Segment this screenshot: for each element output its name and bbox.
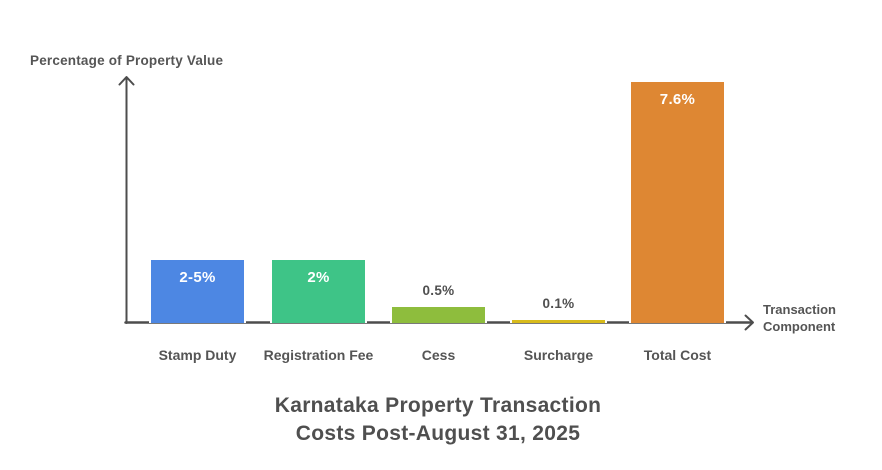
chart-title-line1: Karnataka Property Transaction: [274, 394, 602, 417]
bar-surcharge: 0.1%: [510, 318, 607, 323]
bar-value-cess: 0.5%: [422, 283, 455, 298]
bar-cess: 0.5%: [390, 305, 487, 323]
x-axis-title-line1: Transaction: [763, 302, 836, 317]
bar-value-registration-fee: 2%: [307, 269, 330, 286]
chart-title: Karnataka Property Transaction Costs Pos…: [0, 392, 876, 447]
bar-value-stamp-duty: 2-5%: [179, 269, 216, 286]
category-label-total-cost: Total Cost: [643, 347, 712, 363]
y-axis-arrow-icon: [118, 76, 135, 86]
category-label-cess: Cess: [421, 347, 456, 363]
category-label-stamp-duty: Stamp Duty: [158, 347, 237, 363]
bar-value-surcharge: 0.1%: [542, 296, 575, 311]
chart-title-line2: Costs Post-August 31, 2025: [295, 421, 581, 445]
bar-total-cost: 7.6%: [629, 80, 726, 323]
bar-registration-fee: 2%: [270, 258, 367, 323]
x-axis-title: Transaction Component: [763, 301, 836, 335]
bar-stamp-duty: 2-5%: [149, 258, 246, 323]
x-axis-arrow-icon: [744, 314, 754, 331]
category-label-registration-fee: Registration Fee: [263, 347, 374, 363]
y-axis-title: Percentage of Property Value: [30, 53, 224, 68]
category-label-surcharge: Surcharge: [523, 347, 594, 363]
bar-value-total-cost: 7.6%: [659, 91, 696, 108]
x-axis-title-line2: Component: [763, 319, 836, 334]
